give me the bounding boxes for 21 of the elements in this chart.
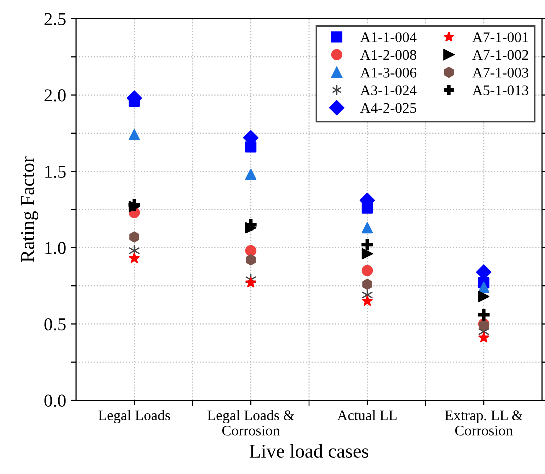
x-tick-label: Legal Loads bbox=[98, 410, 170, 424]
y-tick-label: 1.0 bbox=[46, 242, 66, 254]
y-tick-label: 0.5 bbox=[44, 318, 66, 331]
y-axis-title: Rating Factor bbox=[21, 156, 38, 262]
y-tick-label: 1.5 bbox=[46, 166, 66, 178]
x-axis-title: Live load cases bbox=[250, 444, 369, 458]
x-tick-label: Extrap. LL & Corrosion bbox=[445, 410, 523, 436]
legend-label: A1-1-004 bbox=[360, 32, 417, 42]
y-tick-label: 2.0 bbox=[44, 90, 66, 102]
legend-label: A7-1-001 bbox=[472, 32, 528, 42]
legend-label: A1-3-006 bbox=[360, 68, 417, 78]
legend-label: A7-1-003 bbox=[472, 68, 529, 78]
y-tick-label: 0.0 bbox=[44, 394, 66, 408]
legend-label: A1-2-008 bbox=[360, 50, 416, 60]
legend-label: A4-2-025 bbox=[360, 103, 416, 114]
legend-label: A5-1-013 bbox=[472, 86, 529, 96]
legend-label: A3-1-024 bbox=[360, 86, 417, 96]
legend-label: A7-1-002 bbox=[472, 50, 528, 60]
x-tick-label: Actual LL bbox=[338, 410, 397, 421]
x-tick-label: Legal Loads & Corrosion bbox=[208, 410, 295, 436]
y-tick-label: 2.5 bbox=[44, 13, 66, 26]
